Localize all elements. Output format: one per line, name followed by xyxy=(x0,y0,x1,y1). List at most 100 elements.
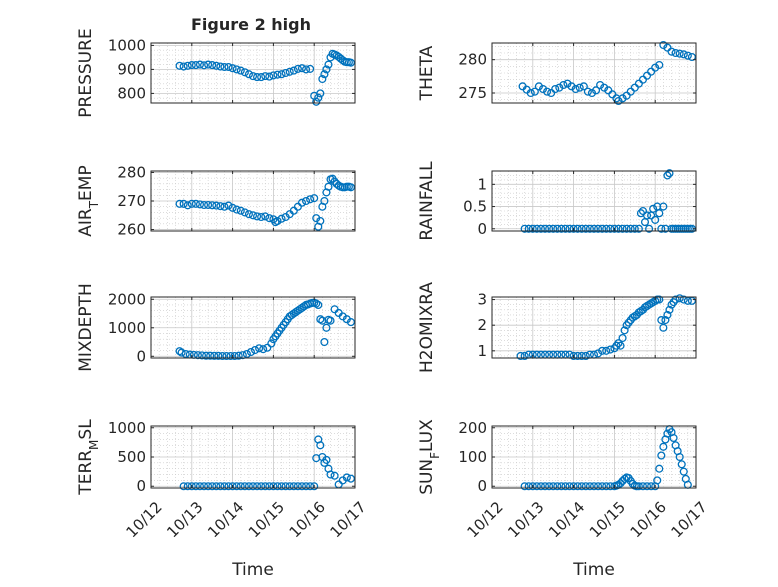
data-point xyxy=(222,351,231,361)
data-point xyxy=(520,224,529,233)
data-point xyxy=(626,224,635,233)
y-axis-label-subscript: M xyxy=(87,440,101,450)
data-point xyxy=(659,323,668,332)
data-point xyxy=(687,52,696,62)
y-axis-label: THETA xyxy=(417,45,437,101)
data-point xyxy=(589,482,599,491)
y-axis-label-part: THETA xyxy=(417,45,437,101)
data-point xyxy=(620,326,629,335)
data-point xyxy=(598,346,607,355)
data-point xyxy=(655,464,664,473)
data-point xyxy=(306,482,315,491)
data-point xyxy=(622,224,631,233)
data-point xyxy=(285,482,294,491)
data-point xyxy=(293,482,302,491)
data-point xyxy=(655,209,664,218)
data-point xyxy=(540,224,550,233)
data-point xyxy=(297,64,307,73)
data-point xyxy=(659,202,668,211)
data-point xyxy=(598,482,607,491)
data-point xyxy=(563,79,572,88)
data-point xyxy=(301,196,311,206)
y-tick-label: 0 xyxy=(477,220,487,238)
data-point xyxy=(655,295,664,304)
data-point xyxy=(257,482,266,491)
data-point xyxy=(297,198,307,207)
data-point xyxy=(228,482,237,491)
data-point xyxy=(594,349,603,358)
data-point xyxy=(195,482,205,491)
data-point xyxy=(224,482,233,491)
data-point xyxy=(543,87,552,96)
data-point xyxy=(244,482,253,491)
data-point xyxy=(255,344,264,353)
y-tick-label: 2 xyxy=(477,316,487,334)
y-axis-label: RAINFALL xyxy=(417,161,437,241)
data-point xyxy=(651,63,660,72)
data-point xyxy=(536,224,546,233)
data-point xyxy=(549,224,558,233)
data-point xyxy=(569,351,578,360)
data-point xyxy=(312,97,321,106)
data-point xyxy=(663,43,672,52)
data-point xyxy=(244,210,253,219)
data-point xyxy=(555,83,564,92)
data-point xyxy=(647,482,656,491)
axes-box xyxy=(491,170,697,232)
data-point xyxy=(216,202,225,211)
data-point xyxy=(316,315,325,324)
data-point xyxy=(269,71,278,80)
data-point xyxy=(671,295,680,304)
data-point xyxy=(642,71,652,80)
y-tick-label: 1 xyxy=(477,175,487,193)
data-point xyxy=(265,72,274,81)
data-point xyxy=(208,201,217,210)
data-point xyxy=(216,62,225,71)
data-point xyxy=(236,482,245,491)
axes-box xyxy=(491,42,697,104)
data-point xyxy=(581,351,590,360)
data-point xyxy=(565,224,574,233)
data-point xyxy=(583,87,592,96)
data-point xyxy=(330,471,339,480)
data-point xyxy=(538,84,548,94)
data-point xyxy=(273,70,282,79)
data-point xyxy=(524,224,533,233)
data-point xyxy=(547,88,556,98)
data-point xyxy=(257,73,266,82)
data-point xyxy=(618,94,627,103)
y-tick-label: 280 xyxy=(458,51,487,69)
data-point xyxy=(602,346,611,355)
data-point xyxy=(577,351,586,360)
data-point xyxy=(528,482,537,491)
data-point xyxy=(248,482,258,491)
data-point xyxy=(657,224,666,233)
data-point xyxy=(606,345,615,354)
data-point xyxy=(665,169,674,178)
data-point xyxy=(663,171,672,180)
data-point xyxy=(528,224,537,233)
data-point xyxy=(306,64,315,73)
data-point xyxy=(577,224,586,233)
data-point xyxy=(606,224,615,233)
data-point xyxy=(199,482,209,491)
data-point xyxy=(669,433,678,443)
chart-theta: 275 280 THETA xyxy=(417,40,697,106)
data-point xyxy=(191,199,200,208)
data-point xyxy=(671,48,680,58)
data-point xyxy=(230,351,239,361)
data-point xyxy=(316,89,325,98)
data-point xyxy=(614,224,623,233)
data-point xyxy=(326,470,335,479)
y-tick-label: 100 xyxy=(458,448,487,466)
data-point xyxy=(320,337,329,347)
y-axis-label-part: SUN xyxy=(417,459,437,495)
data-point xyxy=(520,482,529,491)
chart-air_temp: 260 270 280 AIRTEMP xyxy=(76,163,356,239)
data-point xyxy=(183,482,192,491)
y-axis-label-part: H2OMIXRA xyxy=(417,282,437,373)
data-point xyxy=(532,482,541,491)
data-point xyxy=(346,474,355,483)
data-point xyxy=(516,351,525,360)
